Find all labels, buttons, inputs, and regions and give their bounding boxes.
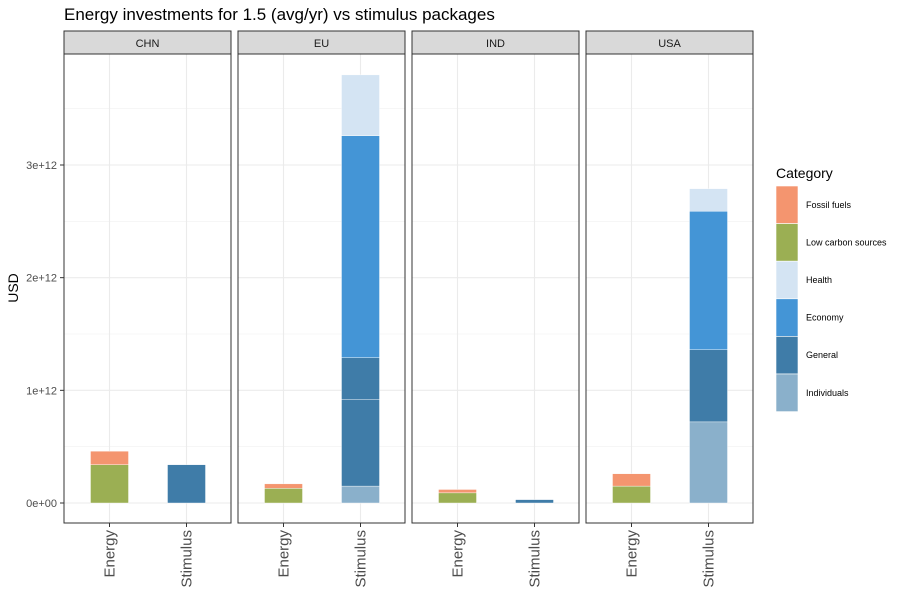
legend-label: Health xyxy=(806,275,832,285)
facet-panel-eu: EU Energy Stimulus xyxy=(237,30,406,588)
legend: Category Fossil fuels Low carbon sources H… xyxy=(775,165,887,412)
y-tick-label: 2e+12 xyxy=(26,273,57,285)
y-axis-label: USD xyxy=(5,273,21,303)
panel-background xyxy=(238,54,405,523)
facet-panel-chn: CHN Energy Stimulus xyxy=(63,30,232,588)
legend-key-economy xyxy=(775,298,799,337)
x-tick-label: Energy xyxy=(450,530,467,578)
bar-segment-chn-energy-low-carbon-sources xyxy=(90,464,129,504)
panel-background xyxy=(64,54,231,523)
bar-segment-usa-stimulus-health xyxy=(689,188,728,212)
bar-segment-chn-stimulus-general xyxy=(167,464,206,504)
facet-panel-usa: USA Energy Stimulus xyxy=(585,30,754,588)
x-tick-label: Energy xyxy=(276,530,293,578)
facet-strip-label: EU xyxy=(314,38,329,50)
panel-background xyxy=(412,54,579,523)
facet-strip-label: CHN xyxy=(136,38,160,50)
chart-title: Energy investments for 1.5 (avg/yr) vs s… xyxy=(64,5,495,24)
bar-segment-ind-stimulus-general xyxy=(515,499,554,504)
facet-strip xyxy=(63,30,232,55)
y-tick-label: 0e+00 xyxy=(26,498,57,510)
facet-strip-label: IND xyxy=(486,38,505,50)
legend-label: Individuals xyxy=(806,388,849,398)
bar-segment-eu-stimulus-health xyxy=(341,74,380,136)
legend-key-fossil-fuels xyxy=(775,185,799,224)
panel-background xyxy=(586,54,753,523)
legend-label: Economy xyxy=(806,313,844,323)
bar-segment-usa-stimulus-economy xyxy=(689,210,728,350)
facet-panel-ind: IND Energy Stimulus xyxy=(411,30,580,588)
facet-panels: CHN Energy Stimulus EU Energy Stimulus IND Ener… xyxy=(63,30,754,588)
legend-key-general xyxy=(775,336,799,375)
y-tick-label: 1e+12 xyxy=(26,385,57,397)
bar-segment-eu-stimulus-general xyxy=(341,399,380,487)
bar-segment-usa-energy-fossil-fuels xyxy=(612,473,651,487)
legend-title: Category xyxy=(776,165,833,181)
x-tick-label: Stimulus xyxy=(701,530,718,588)
legend-label: General xyxy=(806,350,838,360)
bar-segment-eu-stimulus-general xyxy=(341,357,380,400)
y-tick-label: 3e+12 xyxy=(26,160,57,172)
legend-key-individuals xyxy=(775,373,799,412)
x-tick-label: Stimulus xyxy=(353,530,370,588)
x-tick-label: Energy xyxy=(102,530,119,578)
bar-segment-eu-stimulus-economy xyxy=(341,135,380,358)
bar-segment-usa-stimulus-individuals xyxy=(689,421,728,504)
legend-label: Low carbon sources xyxy=(806,237,887,247)
facet-strip xyxy=(411,30,580,55)
bar-segment-usa-stimulus-general xyxy=(689,349,728,423)
x-tick-label: Stimulus xyxy=(179,530,196,588)
facet-strip xyxy=(585,30,754,55)
bar-segment-eu-energy-fossil-fuels xyxy=(264,483,303,489)
bar-segment-usa-energy-low-carbon-sources xyxy=(612,485,651,504)
y-axis: 0e+00 1e+12 2e+12 3e+12 xyxy=(26,160,64,510)
x-tick-label: Energy xyxy=(624,530,641,578)
bar-segment-ind-energy-low-carbon-sources xyxy=(438,492,477,504)
facet-strip xyxy=(237,30,406,55)
legend-key-low-carbon-sources xyxy=(775,223,799,262)
bar-segment-ind-energy-fossil-fuels xyxy=(438,489,477,494)
bar-segment-eu-energy-low-carbon-sources xyxy=(264,488,303,504)
legend-label: Fossil fuels xyxy=(806,200,852,210)
x-tick-label: Stimulus xyxy=(527,530,544,588)
bar-segment-chn-energy-fossil-fuels xyxy=(90,450,129,465)
legend-key-health xyxy=(775,260,799,300)
facet-strip-label: USA xyxy=(658,38,681,50)
bar-segment-eu-stimulus-individuals xyxy=(341,485,380,504)
